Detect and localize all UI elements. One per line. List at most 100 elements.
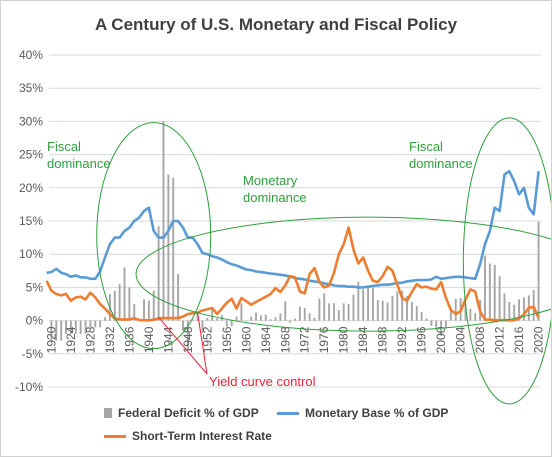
chart-title: A Century of U.S. Monetary and Fiscal Po… — [94, 15, 458, 34]
deficit-bar — [84, 320, 87, 334]
deficit-bar — [269, 319, 272, 321]
annotation-fiscal-dominance-left: Fiscal — [47, 139, 81, 154]
deficit-bar — [240, 303, 243, 321]
deficit-bar — [498, 276, 501, 321]
deficit-bar — [167, 174, 170, 321]
deficit-bar — [401, 290, 404, 321]
deficit-bar — [79, 320, 82, 334]
y-tick-label: 15% — [19, 214, 43, 228]
deficit-bar — [371, 288, 374, 321]
deficit-bar — [518, 299, 521, 321]
deficit-bar — [445, 320, 447, 329]
x-tick-label: 1960 — [239, 326, 253, 353]
deficit-bar — [430, 320, 433, 326]
legend-item-monetary-base: Monetary Base % of GDP — [277, 406, 448, 420]
x-tick-label: 1940 — [142, 326, 156, 353]
x-tick-label: 2012 — [493, 326, 507, 353]
x-tick-label: 1932 — [103, 326, 117, 353]
legend-item-interest-rate: Short-Term Interest Rate — [104, 429, 272, 443]
deficit-bar — [284, 301, 287, 321]
deficit-bar — [464, 304, 467, 321]
deficit-bar — [172, 177, 175, 321]
deficit-bar — [65, 320, 67, 334]
deficit-bar — [323, 293, 326, 321]
annotation-fiscal-dominance-right: dominance — [409, 156, 473, 171]
deficit-bar — [191, 319, 194, 321]
deficit-bar — [113, 290, 116, 321]
deficit-bar — [225, 320, 228, 327]
deficit-bar — [367, 287, 370, 321]
deficit-bar — [104, 317, 106, 321]
annotation-monetary-dominance: Monetary — [243, 173, 298, 188]
deficit-bar — [537, 221, 540, 321]
x-tick-label: 1920 — [44, 326, 58, 353]
deficit-bar — [347, 304, 350, 321]
fiscal-dominance-ellipse-right — [462, 117, 551, 405]
deficit-bar — [313, 317, 316, 321]
deficit-bar — [89, 320, 92, 328]
deficit-bar — [420, 311, 423, 321]
deficit-bar — [532, 290, 535, 321]
deficit-bar — [337, 309, 340, 321]
deficit-bar — [435, 320, 438, 330]
y-tick-label: 5% — [26, 280, 44, 294]
annotation-monetary-dominance: dominance — [243, 190, 307, 205]
monetary-dominance-ellipse — [135, 216, 551, 332]
x-tick-label: 1948 — [181, 326, 195, 353]
deficit-bar — [133, 304, 136, 321]
deficit-bar — [230, 320, 233, 326]
deficit-bar — [396, 291, 399, 321]
deficit-bar — [362, 289, 365, 321]
legend-item-deficit: Federal Deficit % of GDP — [104, 406, 259, 420]
x-tick-label: 1988 — [376, 326, 390, 353]
deficit-bar — [523, 297, 525, 321]
y-tick-label: -10% — [15, 380, 43, 394]
deficit-bar — [201, 320, 204, 334]
x-tick-label: 1944 — [161, 326, 175, 353]
deficit-bar — [245, 320, 248, 322]
y-tick-label: 0% — [26, 314, 44, 328]
y-tick-label: 20% — [19, 181, 43, 195]
deficit-bar — [376, 300, 379, 321]
deficit-bar — [255, 312, 257, 321]
deficit-bar — [488, 263, 491, 321]
fiscal-dominance-ellipse-left — [96, 122, 212, 350]
deficit-bar — [99, 320, 102, 328]
x-tick-label: 1984 — [356, 326, 370, 353]
x-tick-label: 2016 — [512, 326, 526, 353]
x-tick-label: 1928 — [83, 326, 97, 353]
y-tick-label: 25% — [19, 148, 43, 162]
deficit-bar — [308, 313, 311, 321]
deficit-bar — [298, 306, 301, 321]
y-tick-label: 10% — [19, 247, 43, 261]
y-tick-label: 35% — [19, 81, 43, 95]
deficit-bar — [50, 320, 53, 341]
legend-label-interest-rate: Short-Term Interest Rate — [132, 429, 272, 443]
deficit-bar — [381, 300, 384, 321]
deficit-bar — [513, 304, 516, 321]
interest-rate-line — [45, 226, 540, 322]
deficit-bar — [74, 320, 77, 334]
deficit-bar — [508, 302, 511, 321]
deficit-bar — [469, 308, 472, 321]
deficit-bar — [352, 294, 355, 321]
deficit-bar — [410, 302, 413, 321]
deficit-bar — [143, 299, 145, 321]
annotation-fiscal-dominance-right: Fiscal — [409, 139, 443, 154]
deficit-bar — [128, 287, 131, 321]
deficit-bar — [264, 314, 267, 321]
x-tick-label: 2000 — [434, 326, 448, 353]
legend-swatch-deficit — [104, 408, 112, 418]
deficit-bar — [386, 302, 389, 321]
yield-curve-pointer — [158, 316, 208, 375]
deficit-bar — [196, 313, 199, 321]
yield-curve-pointer — [197, 312, 208, 375]
x-tick-label: 1924 — [64, 326, 78, 353]
deficit-bar — [177, 274, 180, 321]
legend-label-deficit: Federal Deficit % of GDP — [118, 406, 259, 420]
x-tick-label: 1964 — [259, 326, 273, 353]
deficit-bar — [342, 303, 345, 321]
deficit-bar — [503, 293, 506, 321]
